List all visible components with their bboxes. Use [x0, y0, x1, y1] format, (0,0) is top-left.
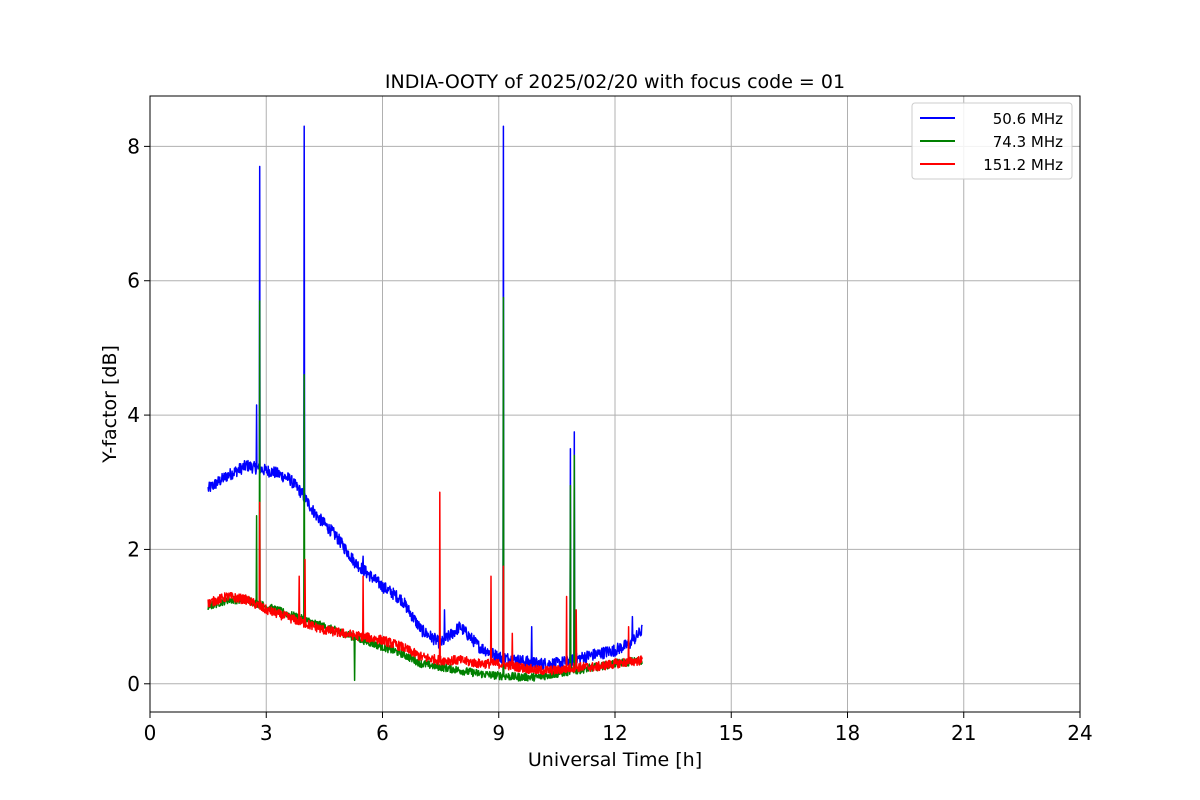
x-axis-label: Universal Time [h]	[528, 749, 702, 771]
x-tick-label: 24	[1067, 721, 1092, 745]
x-tick-label: 3	[260, 721, 273, 745]
y-axis: 0 2 4 6 8	[127, 134, 150, 696]
y-tick-label: 8	[127, 134, 140, 158]
x-tick-label: 0	[144, 721, 157, 745]
x-axis: 0 3 6 9 12 15 18 21 24	[144, 712, 1093, 745]
x-tick-label: 21	[951, 721, 976, 745]
legend-box	[911, 102, 1073, 180]
series-line-2	[207, 491, 643, 676]
x-tick-label: 18	[835, 721, 860, 745]
x-tick-label: 12	[602, 721, 627, 745]
series-line-1	[207, 296, 643, 682]
chart-title: INDIA-OOTY of 2025/02/20 with focus code…	[385, 71, 845, 93]
y-tick-label: 0	[127, 672, 140, 696]
x-tick-label: 6	[376, 721, 389, 745]
legend-label: 50.6 MHz	[993, 110, 1063, 128]
legend-label: 74.3 MHz	[993, 133, 1063, 151]
y-tick-label: 2	[127, 537, 140, 561]
legend-label: 151.2 MHz	[983, 156, 1063, 174]
x-tick-label: 15	[719, 721, 744, 745]
x-tick-label: 9	[492, 721, 505, 745]
y-tick-label: 6	[127, 269, 140, 293]
y-tick-label: 4	[127, 403, 140, 427]
legend: 50.6 MHz 74.3 MHz 151.2 MHz	[911, 102, 1073, 180]
series-layer	[207, 125, 643, 682]
y-axis-label: Y-factor [dB]	[99, 345, 121, 464]
